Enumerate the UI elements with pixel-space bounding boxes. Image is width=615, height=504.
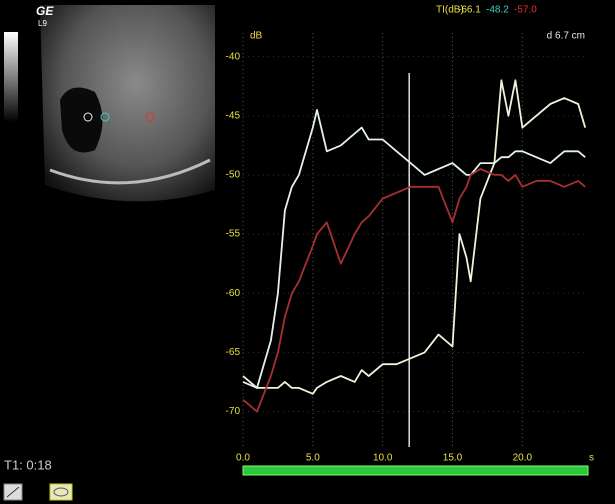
depth: d 6.7 cm (547, 31, 585, 42)
x-tick-label: 5.0 (306, 453, 320, 464)
tool-button[interactable] (50, 484, 72, 500)
readout-value: -48.2 (486, 5, 509, 16)
x-tick-label: 15.0 (443, 453, 463, 464)
timer: T1: 0:18 (4, 457, 52, 472)
y-tick-label: -45 (226, 110, 241, 121)
y-tick-label: -60 (226, 288, 241, 299)
readout-value: -57.0 (514, 5, 537, 16)
x-tick-label: 0.0 (236, 453, 250, 464)
gray-scale-bar (4, 32, 18, 122)
y-tick-label: -55 (226, 229, 241, 240)
readout-value: -66.1 (458, 5, 481, 16)
y-tick-label: -50 (226, 170, 241, 181)
y-tick-label: -65 (226, 347, 241, 358)
progress-bar (243, 466, 588, 475)
x-unit: s (589, 453, 594, 464)
y-tick-label: -70 (226, 406, 241, 417)
y-tick-label: -40 (226, 51, 241, 62)
probe: L9 (38, 19, 47, 28)
logo: GE (36, 4, 54, 18)
x-tick-label: 10.0 (373, 453, 393, 464)
y-unit: dB (250, 31, 263, 42)
ultrasound-screen: GE L9 T1: 0:18 dB d 6.7 cm s TI(dB) -66.… (0, 0, 615, 504)
x-tick-label: 20.0 (513, 453, 533, 464)
